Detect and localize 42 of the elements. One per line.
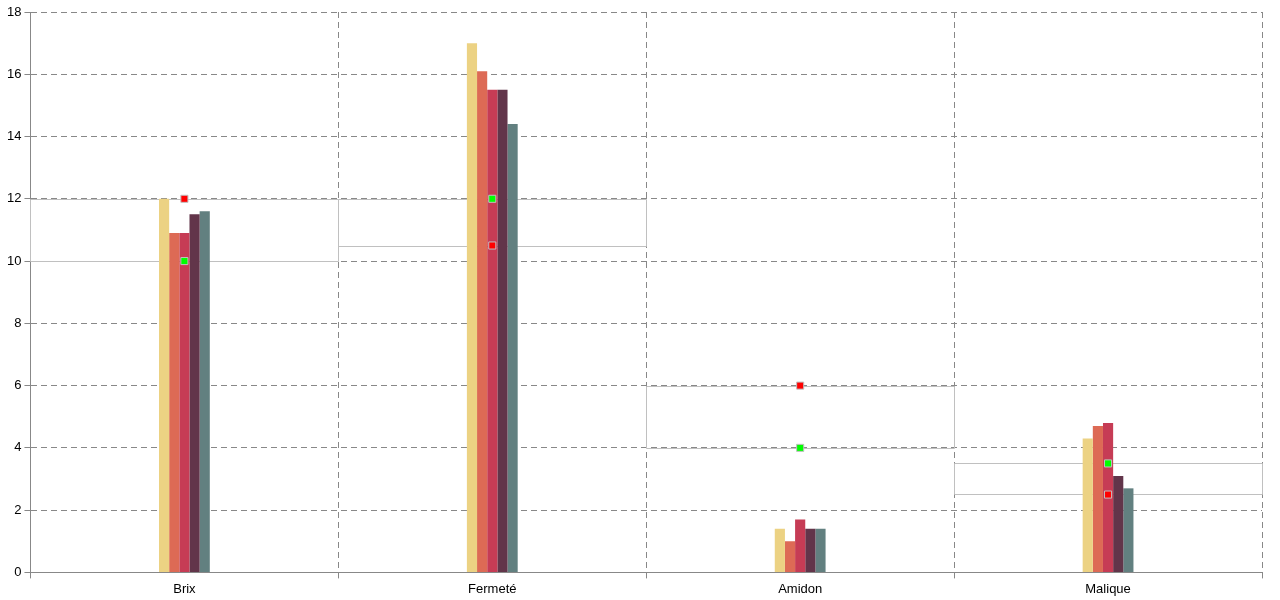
point bbox=[796, 381, 805, 390]
bar bbox=[784, 541, 796, 572]
y-tick-label: 4 bbox=[14, 439, 22, 455]
point bbox=[488, 194, 497, 203]
point bbox=[1104, 490, 1113, 499]
y-tick-label: 2 bbox=[14, 501, 22, 517]
bar bbox=[199, 211, 210, 572]
x-tick-label: Malique bbox=[1085, 580, 1131, 596]
point bbox=[488, 241, 497, 250]
bar bbox=[1082, 438, 1093, 572]
bar bbox=[1123, 488, 1134, 572]
bar bbox=[815, 528, 826, 572]
bar bbox=[179, 233, 190, 572]
bar bbox=[774, 528, 785, 572]
x-tick-label: Amidon bbox=[778, 580, 823, 596]
bar bbox=[1102, 422, 1114, 572]
bar bbox=[189, 214, 200, 572]
bar bbox=[497, 89, 508, 572]
point bbox=[180, 257, 189, 266]
y-tick-label: 16 bbox=[6, 65, 22, 81]
bar bbox=[169, 233, 180, 572]
bar bbox=[466, 43, 478, 572]
y-tick-label: 8 bbox=[14, 314, 22, 330]
y-tick-label: 6 bbox=[14, 377, 22, 393]
point bbox=[1104, 459, 1113, 468]
bar bbox=[477, 71, 488, 572]
bar bbox=[795, 519, 806, 572]
y-tick-label: 0 bbox=[14, 563, 22, 579]
bar bbox=[1113, 475, 1124, 572]
y-tick-label: 14 bbox=[6, 128, 22, 144]
bar bbox=[1092, 426, 1103, 572]
x-tick-label: Brix bbox=[173, 580, 197, 596]
x-tick-label: Fermeté bbox=[468, 580, 517, 596]
bar bbox=[487, 89, 498, 572]
bar bbox=[805, 528, 816, 572]
y-tick-label: 12 bbox=[6, 190, 22, 206]
bar bbox=[507, 124, 518, 572]
y-tick-label: 10 bbox=[6, 252, 22, 268]
bar bbox=[159, 198, 170, 572]
point bbox=[796, 443, 805, 452]
y-tick-label: 18 bbox=[6, 3, 22, 19]
point bbox=[180, 194, 189, 203]
